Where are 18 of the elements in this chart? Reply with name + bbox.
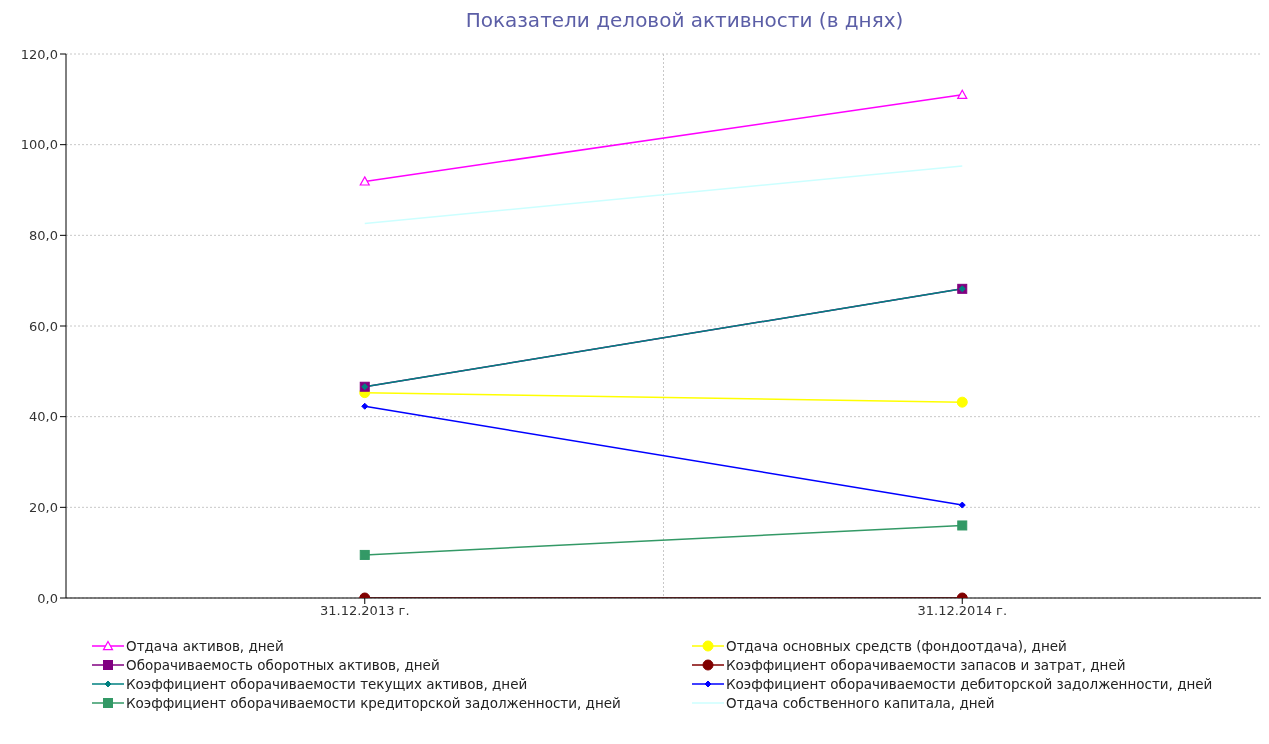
legend-label: Отдача активов, дней bbox=[126, 638, 284, 654]
legend-label: Коэффициент оборачиваемости текущих активов, дней bbox=[126, 676, 528, 692]
legend-label: Коэффициент оборачиваемости запасов и затрат, дней bbox=[726, 657, 1126, 673]
x-tick-label: 31.12.2014 г. bbox=[917, 603, 1008, 619]
y-tick-label: 20,0 bbox=[29, 499, 58, 515]
legend-label: Оборачиваемость оборотных активов, дней bbox=[126, 657, 440, 673]
legend-label: Отдача основных средств (фондоотдача), дней bbox=[726, 638, 1067, 654]
chart-title: Показатели деловой активности (в днях) bbox=[464, 8, 905, 34]
x-tick-label: 31.12.2013 г. bbox=[319, 603, 410, 619]
legend-label: Отдача собственного капитала, дней bbox=[726, 695, 995, 711]
legend-label: Коэффициент оборачиваемости кредиторской задолженности, дней bbox=[126, 695, 621, 711]
legend-label: Коэффициент оборачиваемости дебиторской задолженности, дней bbox=[726, 676, 1213, 692]
y-tick-label: 120,0 bbox=[20, 46, 58, 62]
y-tick-label: 40,0 bbox=[29, 409, 58, 425]
y-tick-label: 80,0 bbox=[29, 227, 58, 243]
y-tick-label: 0,0 bbox=[37, 590, 58, 606]
y-tick-label: 100,0 bbox=[20, 137, 58, 153]
y-tick-label: 60,0 bbox=[29, 318, 58, 334]
